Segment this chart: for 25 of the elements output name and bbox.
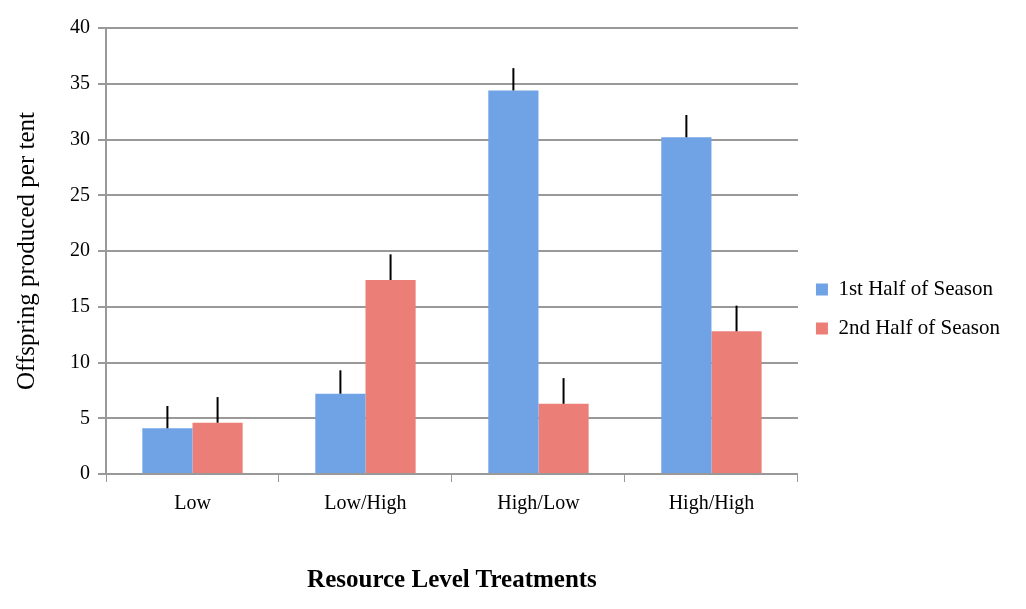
y-tick-label: 15 — [70, 294, 90, 316]
x-tick-label: High/High — [668, 491, 755, 515]
x-tick-label: Low — [174, 491, 212, 514]
legend-label: 1st Half of Season — [838, 276, 994, 301]
x-tick-label: High/Low — [497, 491, 581, 515]
x-tick-label: Low/High — [324, 491, 407, 515]
bar — [192, 422, 243, 473]
y-tick-label: 30 — [70, 126, 90, 149]
bar — [488, 90, 539, 473]
x-axis-title: Resource Level Treatments — [307, 565, 598, 593]
bar — [538, 403, 589, 473]
bar — [661, 137, 712, 473]
y-tick-label: 35 — [70, 71, 90, 93]
y-tick-label: 10 — [70, 349, 90, 372]
y-tick-label: 0 — [80, 461, 90, 484]
bar — [315, 393, 366, 473]
y-axis-title: Offspring produced per tent — [11, 111, 39, 390]
y-tick-label: 5 — [80, 405, 90, 428]
y-tick-label: 40 — [70, 15, 90, 38]
bar — [711, 331, 762, 473]
y-tick-label: 20 — [70, 238, 90, 261]
legend-label: 2nd Half of Season — [838, 315, 1001, 340]
bar — [365, 279, 416, 473]
y-tick-label: 25 — [70, 182, 90, 205]
bar — [142, 428, 193, 473]
